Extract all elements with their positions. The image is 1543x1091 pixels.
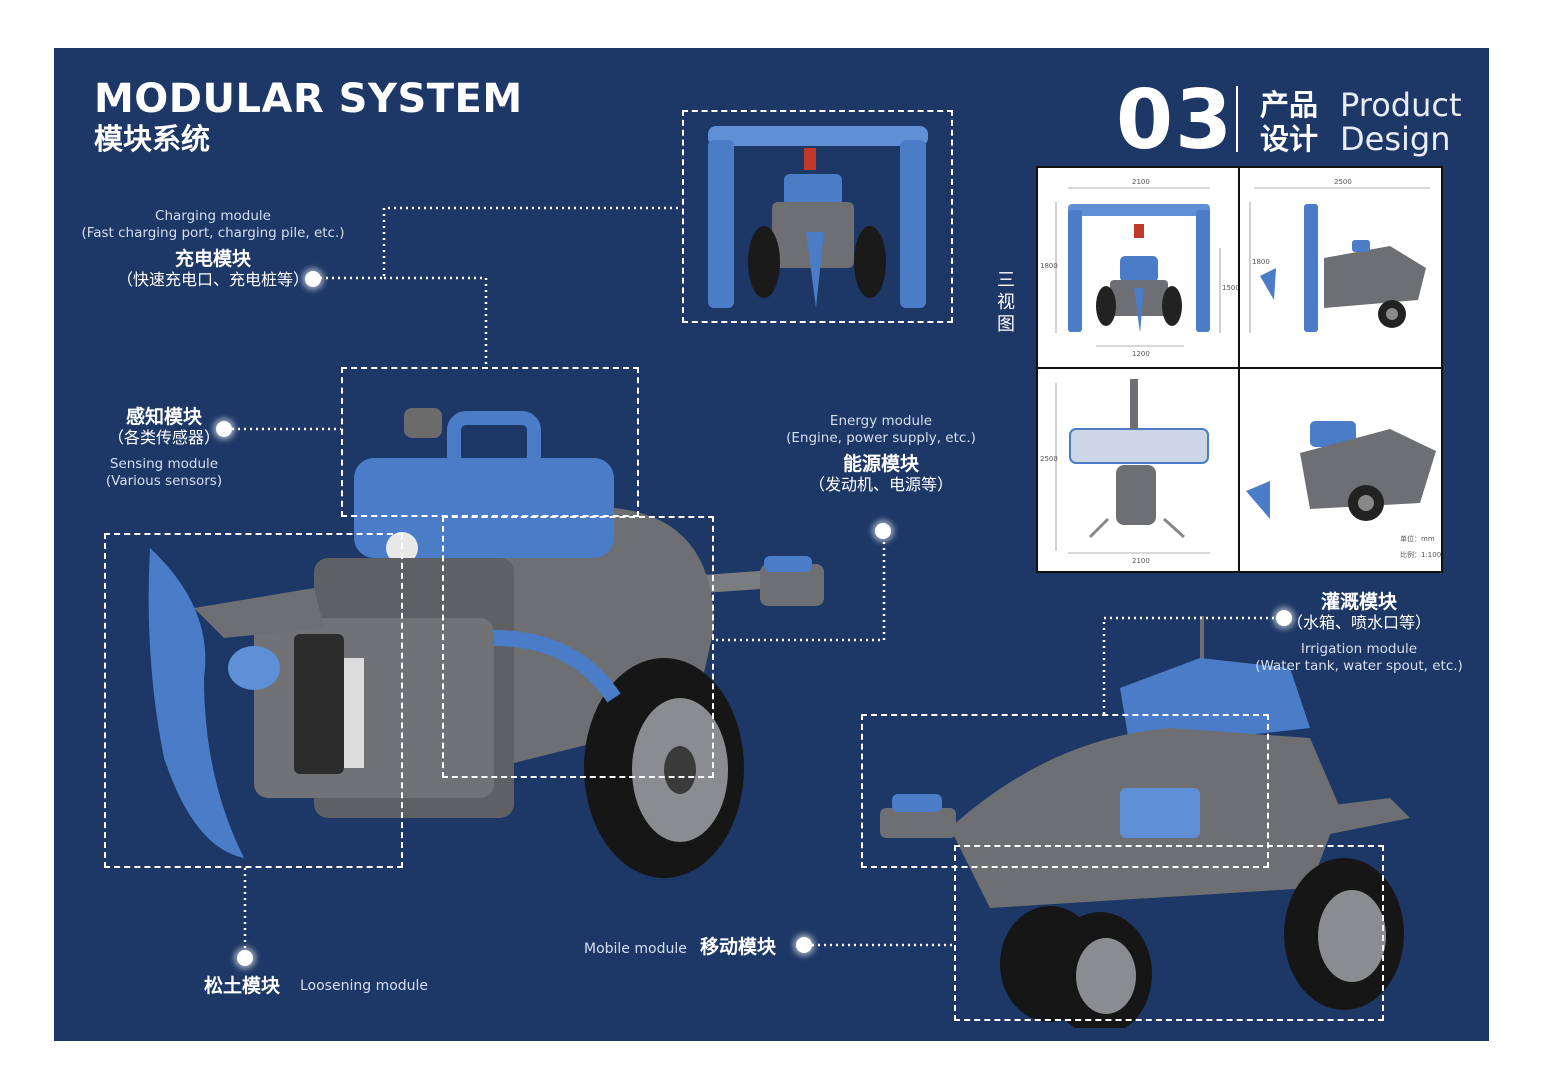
unit-label: 单位：mm [1400, 534, 1435, 543]
charging-en-title: Charging module [155, 208, 271, 224]
sensing-en-detail: (Various sensors) [105, 473, 223, 489]
sensing-cn-title: 感知模块 [125, 406, 202, 428]
loosening-marker[interactable] [237, 950, 253, 966]
top-view-panel: 2500 2100 [1038, 369, 1238, 571]
energy-cn-detail: （发动机、电源等） [808, 475, 953, 494]
scale-label: 比例：1:100 [1400, 550, 1441, 559]
irrigation-label: 灌溉模块 （水箱、喷水口等） Irrigation module (Water … [1254, 591, 1464, 675]
sensing-label: 感知模块 （各类传感器） Sensing module (Various sen… [94, 406, 234, 490]
energy-marker[interactable] [875, 523, 891, 539]
sensing-marker[interactable] [216, 421, 232, 437]
section-en-line1: Product [1340, 86, 1462, 124]
section-en-line2: Design [1340, 120, 1451, 158]
top-view-drawing: 2500 2100 [1040, 379, 1210, 565]
dim-label: 2100 [1132, 178, 1150, 186]
perspective-view-panel: 单位：mm 比例：1:100 [1240, 369, 1441, 571]
dim-label: 1200 [1132, 350, 1150, 358]
loosening-en-title: Loosening module [300, 978, 429, 994]
three-view-char: 图 [997, 314, 1015, 335]
irrigation-marker[interactable] [1276, 610, 1292, 626]
dim-label: 2100 [1132, 557, 1150, 565]
energy-frame [442, 516, 714, 778]
front-view-panel: 2100 1800 1500 1200 [1038, 168, 1240, 367]
mobile-cn-title: 移动模块 [700, 936, 777, 958]
section-number: 03 [1116, 73, 1235, 168]
energy-en-title: Energy module [829, 413, 933, 429]
irrigation-cn-title: 灌溉模块 [1320, 591, 1397, 613]
charging-en-detail: (Fast charging port, charging pile, etc.… [81, 225, 345, 241]
irrigation-frame [861, 714, 1269, 868]
mobile-marker[interactable] [796, 937, 812, 953]
header-divider [1236, 86, 1238, 152]
main-machine-render [148, 408, 824, 878]
title-en: MODULAR SYSTEM [94, 76, 523, 122]
rear-machine-render [880, 616, 1410, 1028]
mobile-frame [954, 845, 1384, 1021]
energy-cn-title: 能源模块 [842, 453, 919, 475]
loosening-cn-title: 松土模块 [204, 975, 281, 997]
irrigation-en-detail: (Water tank, water spout, etc.) [1255, 658, 1463, 674]
sensing-cn-detail: （各类传感器） [107, 428, 220, 447]
poster-board: MODULAR SYSTEM 模块系统 03 产品 设计 Product Des… [54, 48, 1489, 1041]
front-view-drawing: 2100 1800 1500 1200 [1040, 178, 1240, 358]
charging-render [708, 126, 928, 308]
charging-label: Charging module (Fast charging port, cha… [78, 208, 348, 290]
title-cn: 模块系统 [94, 122, 211, 156]
charging-render-frame [682, 110, 953, 323]
energy-en-detail: (Engine, power supply, etc.) [786, 430, 976, 446]
sensing-en-title: Sensing module [109, 456, 219, 472]
three-view-grid: 2100 1800 1500 1200 25 [1036, 166, 1443, 573]
leader-lines [232, 206, 1280, 954]
dim-label: 1800 [1252, 258, 1270, 266]
section-title-en: Product Design [1340, 88, 1480, 156]
side-view-panel: 2500 1800 [1240, 168, 1441, 367]
irrigation-en-title: Irrigation module [1300, 641, 1418, 657]
dim-label: 1500 [1222, 284, 1238, 292]
section-cn-line2: 设计 [1260, 122, 1319, 156]
dim-label: 2500 [1334, 178, 1352, 186]
mobile-en-title: Mobile module [584, 941, 687, 957]
three-view-char: 三 [997, 270, 1015, 291]
irrigation-cn-detail: （水箱、喷水口等） [1286, 613, 1431, 632]
three-view-label: 三 视 图 [996, 270, 1016, 336]
section-cn-line1: 产品 [1260, 88, 1319, 122]
dim-label: 2500 [1040, 455, 1058, 463]
charging-cn-title: 充电模块 [174, 248, 251, 270]
side-view-drawing: 2500 1800 [1249, 178, 1430, 333]
three-view-char: 视 [997, 292, 1015, 313]
energy-label: Energy module (Engine, power supply, etc… [776, 413, 986, 495]
section-title-cn: 产品 设计 [1260, 88, 1324, 156]
perspective-view-drawing: 单位：mm 比例：1:100 [1246, 421, 1441, 559]
charging-cn-detail: （快速充电口、充电桩等） [116, 270, 309, 289]
charging-marker[interactable] [305, 271, 321, 287]
dim-label: 1800 [1040, 262, 1058, 270]
loosening-frame [104, 533, 403, 868]
